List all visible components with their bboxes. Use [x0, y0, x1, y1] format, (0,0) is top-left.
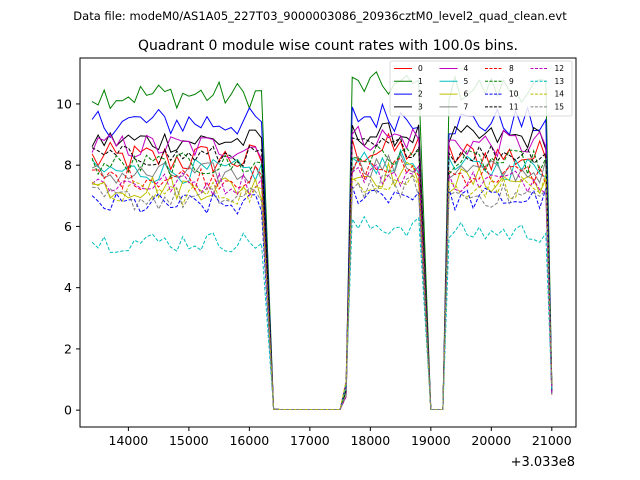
legend-label-1: 1 [418, 77, 423, 86]
plot-frame [79, 57, 577, 428]
legend-box [389, 60, 573, 117]
x-tick-label: 19000 [411, 433, 451, 448]
legend-label-15: 15 [555, 102, 565, 111]
x-tick-label: 14000 [109, 433, 149, 448]
x-tick-label: 20000 [471, 433, 511, 448]
legend-label-0: 0 [418, 64, 423, 73]
legend-label-7: 7 [464, 102, 469, 111]
legend-label-9: 9 [509, 77, 514, 86]
axes: 14000 15000 16000 17000 18000 19000 20000 21000… [56, 57, 577, 448]
y-tick-label: 8 [64, 158, 72, 173]
chart-suptitle: Data file: modeM0/AS1A05_227T03_90000030… [73, 9, 567, 23]
y-tick-label: 6 [64, 219, 72, 234]
series-line-14 [91, 173, 553, 410]
x-tick-label: 15000 [169, 433, 209, 448]
series-line-15 [92, 174, 553, 410]
x-tick-label: 17000 [290, 433, 330, 448]
y-tick-label: 4 [64, 280, 72, 295]
chart-title: Quadrant 0 module wise count rates with … [138, 38, 518, 54]
x-tick-label: 18000 [350, 433, 390, 448]
x-tick-label: 21000 [532, 433, 572, 448]
legend-label-2: 2 [418, 90, 423, 99]
legend-label-3: 3 [418, 102, 423, 111]
legend-label-13: 13 [555, 77, 565, 86]
legend-label-8: 8 [509, 64, 514, 73]
legend-label-10: 10 [509, 90, 519, 99]
y-tick-label: 10 [56, 96, 72, 111]
y-tick-label: 2 [64, 341, 72, 356]
legend-label-4: 4 [464, 64, 469, 73]
legend-label-14: 14 [555, 90, 565, 99]
x-offset-label: +3.033e8 [511, 455, 575, 470]
y-tick-label: 0 [64, 403, 72, 418]
x-tick-label: 16000 [229, 433, 269, 448]
plot-lines [91, 71, 553, 410]
legend-label-5: 5 [464, 77, 469, 86]
legend-label-12: 12 [555, 64, 565, 73]
legend-label-6: 6 [464, 90, 469, 99]
legend-label-11: 11 [509, 102, 519, 111]
